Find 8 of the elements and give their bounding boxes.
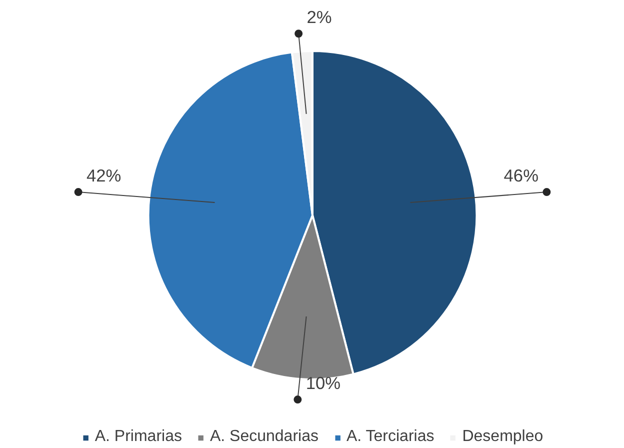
data-label: 2% (306, 6, 332, 27)
legend-label: A. Primarias (94, 428, 182, 446)
data-label: 46% (504, 165, 538, 186)
data-label: 10% (306, 372, 341, 393)
legend-label: A. Secundarias (210, 428, 318, 446)
data-label: 42% (86, 165, 122, 186)
legend-label: A. Terciarias (346, 428, 434, 446)
legend-label: Desempleo (462, 428, 544, 446)
